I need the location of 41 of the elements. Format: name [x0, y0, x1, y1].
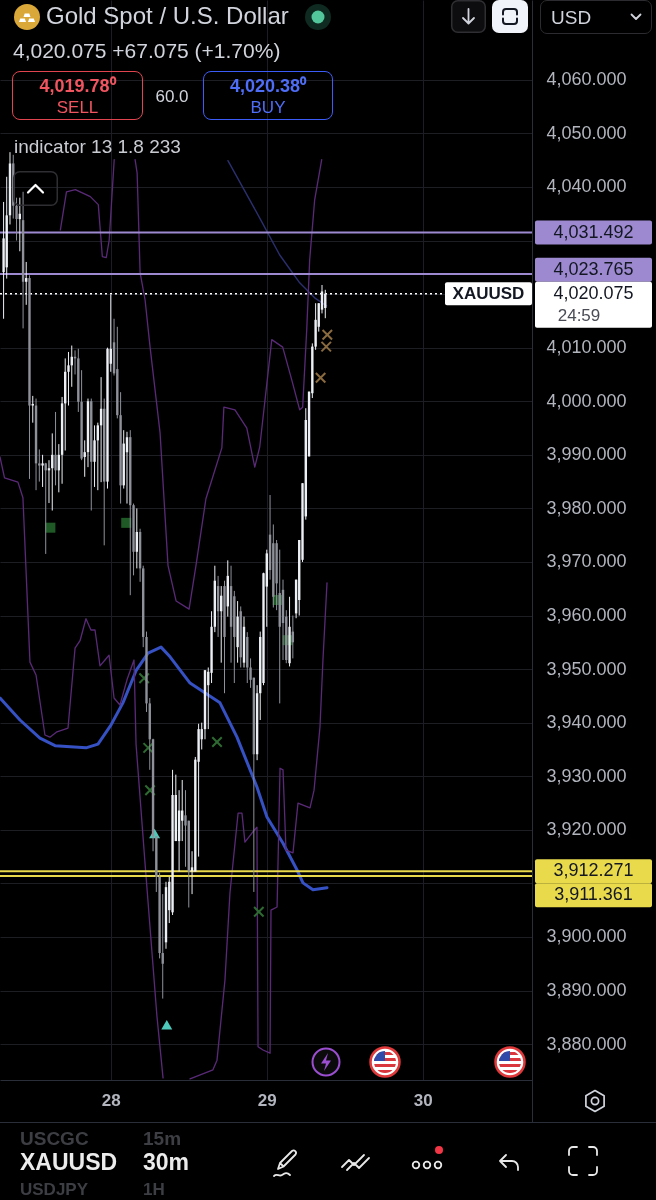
y-tick-label: 3,940.000	[546, 712, 627, 733]
y-tick-label: 3,950.000	[546, 658, 627, 679]
y-tick-label: 4,050.000	[546, 122, 627, 143]
y-tick-label: 3,930.000	[546, 765, 627, 786]
y-tick-label: 3,960.000	[546, 605, 627, 626]
text: 24:59	[557, 305, 601, 325]
text: USCGC	[20, 1128, 89, 1149]
text: 4,020.075 +67.075 (+1.70%)	[13, 39, 281, 62]
y-tick-label: 3,890.000	[546, 980, 627, 1001]
y-tick-label: 3,980.000	[546, 497, 627, 518]
text: 1H	[143, 1180, 165, 1199]
y-tick-label: 3,970.000	[546, 551, 627, 572]
annotation: 4,019.78⁰	[39, 76, 116, 96]
y-tick-label: 3,880.000	[546, 1033, 627, 1054]
ref-line-label: 3,911.361	[554, 884, 633, 905]
y-tick-label: 3,920.000	[546, 819, 627, 840]
text: 15m	[143, 1128, 182, 1149]
text: 30m	[143, 1149, 190, 1175]
text: XAUUSD	[20, 1149, 118, 1175]
y-tick-label: 4,010.000	[546, 337, 627, 358]
text: USDJPY	[20, 1180, 89, 1199]
x-tick-label: 29	[257, 1090, 277, 1110]
annotation: 4,020.38⁰	[229, 76, 307, 96]
annotation: indicator 13 1.8 233	[14, 136, 181, 157]
annotation: 60.0	[155, 86, 189, 106]
ref-line-label: 4,023.765	[553, 258, 634, 279]
y-tick-label: 3,990.000	[546, 444, 627, 465]
ref-line-label: 4,031.492	[553, 221, 634, 242]
y-tick-label: 4,060.000	[546, 69, 627, 90]
y-tick-label: 4,000.000	[546, 390, 627, 411]
annotation: BUY	[250, 97, 286, 117]
x-tick-label: 28	[101, 1090, 121, 1110]
x-tick-label: 30	[413, 1090, 433, 1110]
y-tick-label: 3,900.000	[546, 926, 627, 947]
ref-line-label: 3,912.271	[553, 860, 634, 881]
text: USD	[551, 7, 592, 28]
y-tick-label: 4,040.000	[546, 176, 627, 197]
ref-line-label: 4,020.075	[553, 282, 634, 303]
chart-title: Gold Spot / U.S. Dollar	[46, 2, 289, 29]
annotation: SELL	[56, 97, 99, 117]
annotation: XAUUSD	[452, 284, 525, 304]
